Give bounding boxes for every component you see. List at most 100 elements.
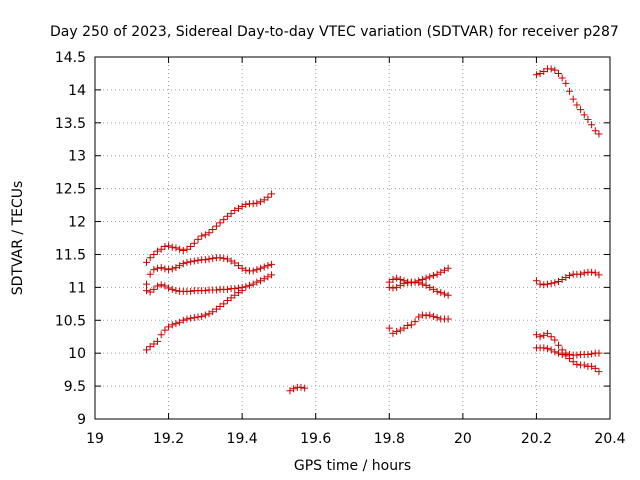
data-point-s1 xyxy=(223,212,231,220)
data-point-s7 xyxy=(429,285,437,293)
data-point-s10 xyxy=(588,268,596,276)
data-point-s5 xyxy=(297,383,305,391)
data-point-s4 xyxy=(183,315,191,323)
data-point-s4 xyxy=(227,294,235,302)
data-point-s3 xyxy=(150,285,158,293)
data-point-s1 xyxy=(201,231,209,239)
data-point-s3 xyxy=(143,287,150,295)
data-point-s2 xyxy=(150,266,158,274)
data-point-s4 xyxy=(176,318,184,326)
data-point-s9 xyxy=(588,121,596,129)
data-point-s11 xyxy=(543,329,551,337)
x-tick-label: 20.2 xyxy=(521,431,552,447)
data-point-s7 xyxy=(437,289,445,297)
data-point-s1 xyxy=(154,247,162,255)
data-point-s12 xyxy=(543,345,551,353)
data-point-s3 xyxy=(154,282,162,290)
data-point-s3 xyxy=(168,285,176,293)
data-point-s3 xyxy=(146,288,154,296)
data-point-s4 xyxy=(168,321,176,329)
data-point-s11 xyxy=(555,341,562,349)
data-point-s4 xyxy=(238,287,246,295)
data-point-s10 xyxy=(595,271,603,279)
data-point-s2 xyxy=(268,260,276,268)
data-point-s8 xyxy=(400,324,408,332)
data-point-s3 xyxy=(161,282,169,290)
data-point-s2 xyxy=(249,267,257,275)
data-point-s2 xyxy=(157,264,165,272)
y-tick-label: 11 xyxy=(68,280,86,296)
data-point-s3 xyxy=(187,287,195,295)
data-point-s8 xyxy=(411,318,419,326)
data-point-s7 xyxy=(433,287,441,295)
data-point-s9 xyxy=(580,111,588,119)
data-point-s10 xyxy=(540,281,548,289)
data-point-s4 xyxy=(231,291,239,299)
data-point-s12 xyxy=(547,346,555,354)
data-point-s1 xyxy=(216,219,224,227)
data-point-s2 xyxy=(234,262,242,270)
data-point-s2 xyxy=(209,254,217,262)
data-point-s3 xyxy=(260,275,268,283)
data-point-s4 xyxy=(234,289,242,297)
y-tick-label: 13.5 xyxy=(55,116,86,132)
data-point-s1 xyxy=(257,198,265,206)
data-point-s12 xyxy=(551,348,559,356)
x-tick-label: 19.4 xyxy=(227,431,258,447)
data-point-s6 xyxy=(440,266,448,274)
data-point-s9 xyxy=(532,71,540,79)
data-point-s1 xyxy=(234,204,242,212)
data-point-s4 xyxy=(194,313,202,321)
data-point-s9 xyxy=(536,69,544,77)
data-point-s2 xyxy=(187,258,195,266)
data-point-s8 xyxy=(415,313,423,321)
data-point-s4 xyxy=(201,311,209,319)
data-point-s2 xyxy=(242,266,250,274)
x-tick-label: 19.8 xyxy=(374,431,405,447)
data-point-s12 xyxy=(569,358,577,366)
data-point-s8 xyxy=(433,314,441,322)
data-point-s5 xyxy=(290,385,298,393)
data-point-s9 xyxy=(595,130,603,138)
data-point-s12 xyxy=(562,352,570,360)
data-point-s9 xyxy=(555,69,562,77)
plot-frame xyxy=(94,56,611,420)
data-point-s3 xyxy=(268,271,276,279)
data-point-s1 xyxy=(227,210,235,218)
data-point-s3 xyxy=(231,285,239,293)
data-point-s3 xyxy=(201,287,209,295)
data-point-s10 xyxy=(566,272,574,280)
data-point-s4 xyxy=(220,300,228,308)
data-points xyxy=(143,65,603,395)
y-tick-label: 13 xyxy=(68,149,86,165)
data-point-s3 xyxy=(249,280,257,288)
x-tick-label: 19 xyxy=(86,431,104,447)
data-point-s10 xyxy=(591,269,599,277)
chart-title: Day 250 of 2023, Sidereal Day-to-day VTE… xyxy=(50,24,619,40)
data-point-s2 xyxy=(216,254,224,262)
data-point-s2 xyxy=(223,255,231,263)
y-tick-label: 10.5 xyxy=(55,313,86,329)
data-point-s10 xyxy=(532,277,540,285)
data-point-s7 xyxy=(426,283,434,291)
data-point-s10 xyxy=(547,279,555,287)
data-point-s7 xyxy=(393,283,401,291)
data-point-s7 xyxy=(396,281,404,289)
data-point-s2 xyxy=(253,266,261,274)
data-point-s7 xyxy=(440,290,448,298)
data-point-s3 xyxy=(246,281,253,289)
y-tick-label: 10 xyxy=(68,346,86,362)
data-point-s7 xyxy=(389,284,397,292)
data-point-s9 xyxy=(591,127,599,135)
data-point-s9 xyxy=(577,106,585,114)
data-point-s2 xyxy=(190,257,198,265)
y-tick-label: 12.5 xyxy=(55,182,86,198)
data-point-s4 xyxy=(179,316,187,324)
data-point-s12 xyxy=(555,349,562,357)
data-point-s1 xyxy=(253,199,261,207)
data-point-s3 xyxy=(257,277,265,285)
data-point-s8 xyxy=(418,311,426,319)
data-point-s11 xyxy=(532,331,540,339)
data-point-s12 xyxy=(558,350,566,358)
